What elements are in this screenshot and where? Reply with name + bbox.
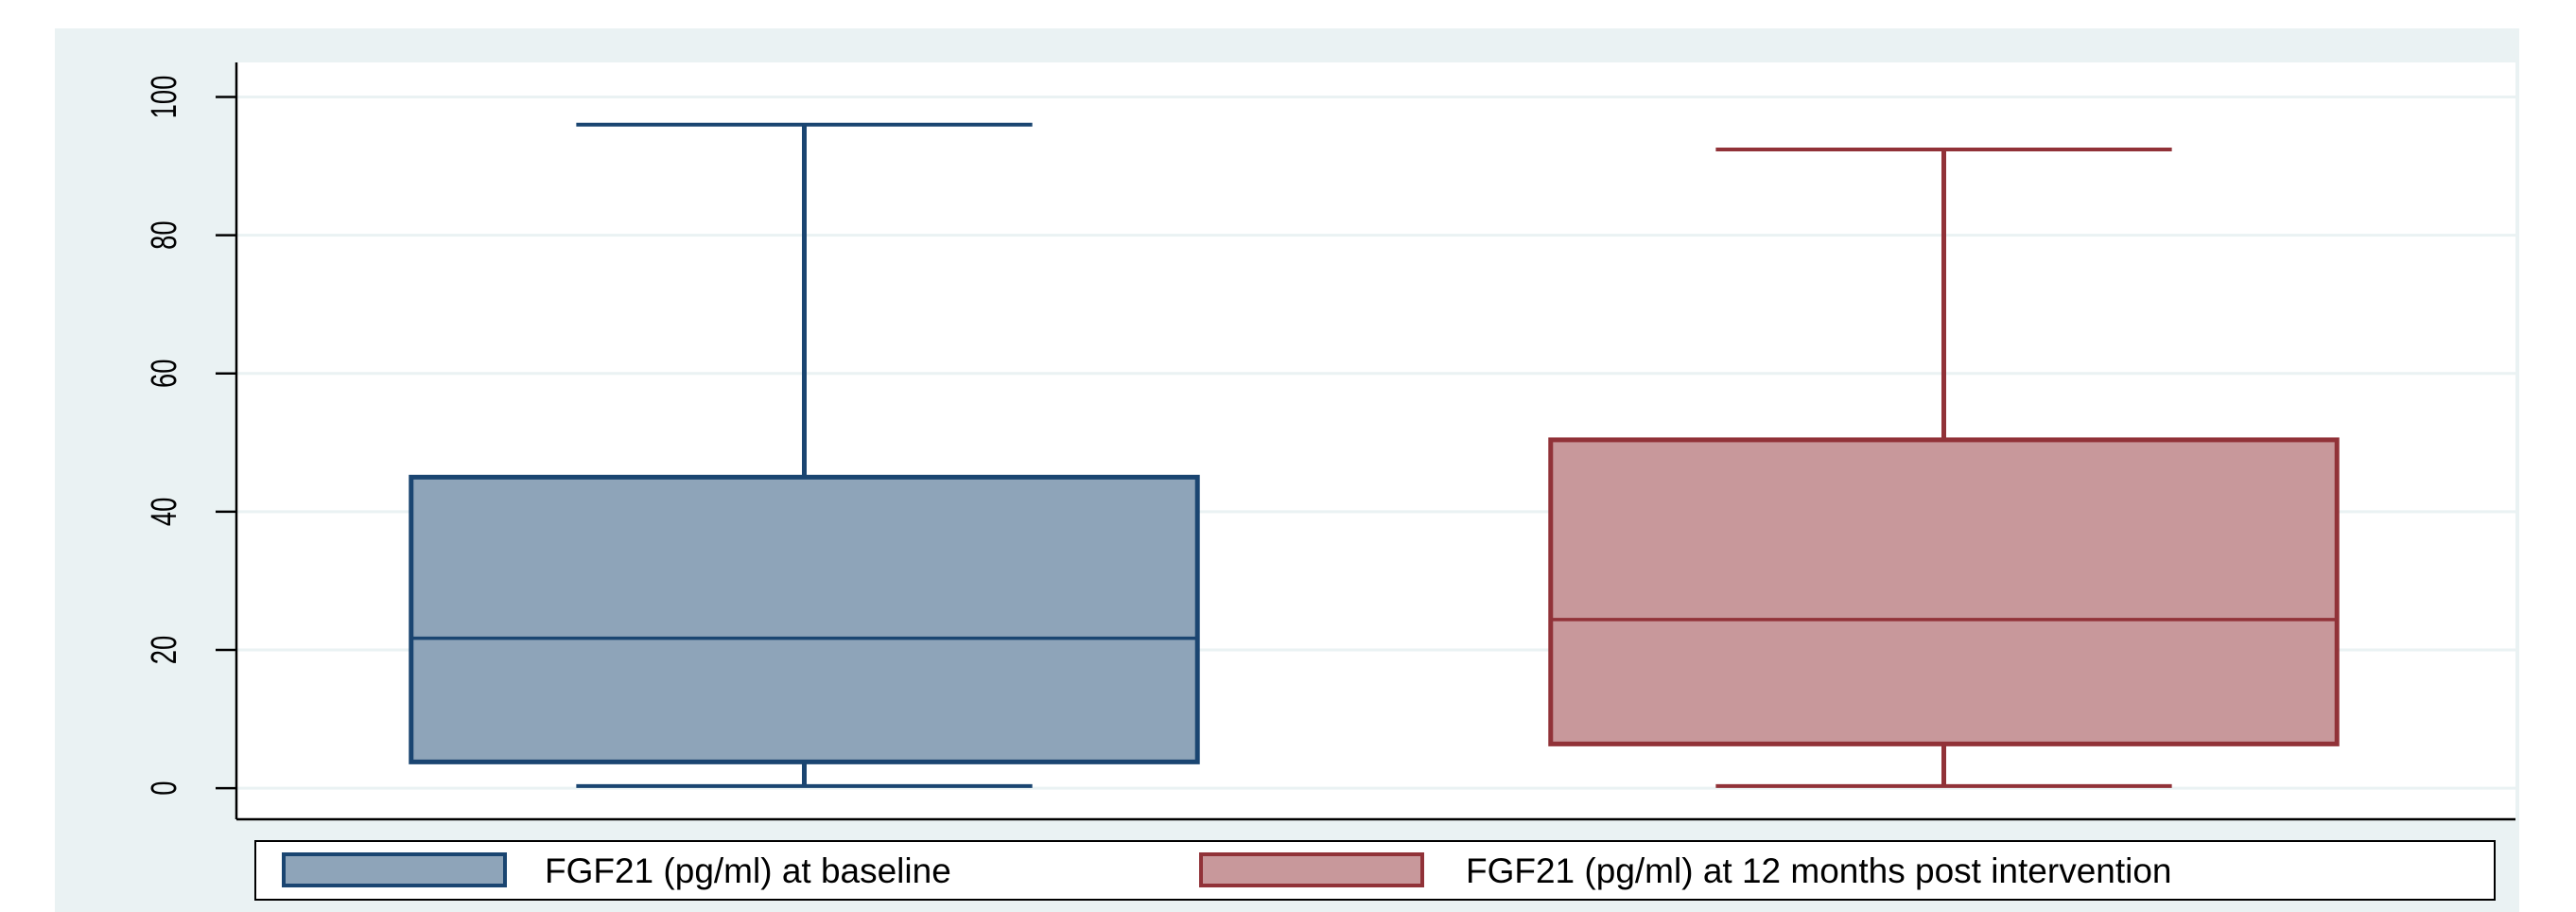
legend-label-baseline: FGF21 (pg/ml) at baseline (545, 851, 951, 890)
box-iqr (1548, 437, 2340, 746)
y-tick-label-80: 80 (145, 220, 184, 249)
legend: FGF21 (pg/ml) at baseline FGF21 (pg/ml) … (254, 840, 2496, 901)
box-iqr (409, 474, 1200, 764)
y-tick-label-20: 20 (145, 636, 184, 664)
box-12-months (1548, 148, 2340, 788)
y-tick-label-60: 60 (145, 360, 184, 388)
box-baseline (409, 122, 1200, 788)
y-axis-ticks: 0 20 40 60 80 100 (145, 76, 236, 796)
legend-label-12-months: FGF21 (pg/ml) at 12 months post interven… (1466, 851, 2172, 890)
y-tick-label-100: 100 (145, 76, 184, 119)
legend-swatch-baseline (282, 852, 507, 887)
y-tick-label-0: 0 (145, 781, 184, 796)
box-series (409, 122, 2340, 788)
legend-swatch-12-months (1199, 852, 1424, 887)
y-tick-label-40: 40 (145, 498, 184, 526)
